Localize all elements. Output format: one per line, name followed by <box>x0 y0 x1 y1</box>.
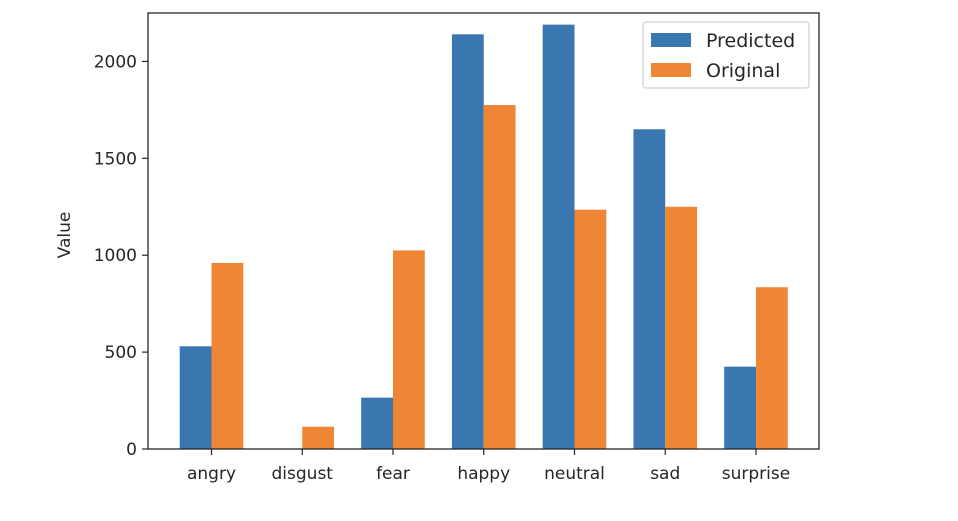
legend-label-predicted: Predicted <box>706 30 795 52</box>
x-tick-label-angry: angry <box>187 464 236 484</box>
bar-original-fear <box>393 250 425 449</box>
legend-label-original: Original <box>706 60 780 82</box>
y-tick-label-1000: 1000 <box>94 246 137 266</box>
x-axis: angry disgust fear happy neutral sad surprise <box>187 449 790 484</box>
x-tick-label-fear: fear <box>376 464 410 484</box>
bar-predicted-fear <box>361 397 393 449</box>
bar-predicted-angry <box>179 346 212 449</box>
bar-original-surprise <box>756 287 788 449</box>
x-tick-label-sad: sad <box>650 464 680 484</box>
bar-original-happy <box>483 105 516 449</box>
bar-original-sad <box>665 206 698 449</box>
bar-predicted-surprise <box>724 366 756 449</box>
legend: Predicted Original <box>642 21 810 89</box>
bar-predicted-happy <box>451 34 484 449</box>
y-tick-label-2000: 2000 <box>94 52 137 72</box>
x-tick-label-neutral: neutral <box>544 464 605 484</box>
bar-original-angry <box>211 262 244 449</box>
x-tick-label-disgust: disgust <box>272 464 334 484</box>
x-tick-label-happy: happy <box>457 464 510 484</box>
bar-original-disgust <box>302 426 335 449</box>
y-axis: 0 500 1000 1500 2000 <box>94 52 148 460</box>
legend-swatch-original <box>651 63 691 77</box>
bar-original-neutral <box>574 209 607 449</box>
y-tick-label-0: 0 <box>126 440 137 460</box>
bar-predicted-neutral <box>542 24 575 449</box>
y-tick-label-1500: 1500 <box>94 149 137 169</box>
bars-layer <box>179 24 788 449</box>
y-axis-label: Value <box>55 212 75 259</box>
legend-swatch-predicted <box>651 33 691 47</box>
y-tick-label-500: 500 <box>105 343 137 363</box>
bar-predicted-sad <box>633 129 666 449</box>
x-tick-label-surprise: surprise <box>722 464 790 484</box>
